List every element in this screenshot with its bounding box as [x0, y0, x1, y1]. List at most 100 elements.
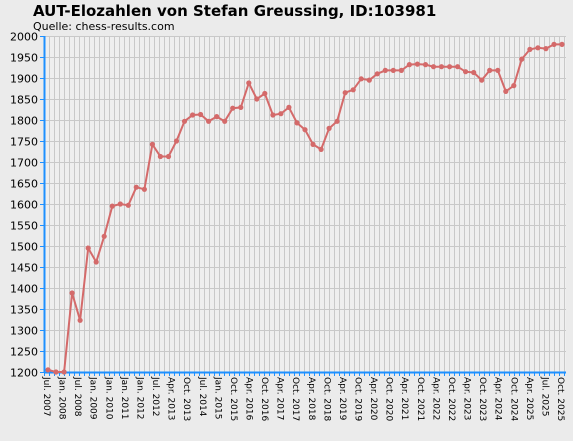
data-point [45, 367, 51, 373]
y-tick-label: 1500 [10, 241, 38, 254]
data-point [382, 67, 388, 73]
x-tick-label: Oct. 2017 [290, 377, 300, 421]
data-point [141, 186, 147, 192]
y-tick-label: 1200 [10, 367, 38, 380]
y-tick-label: 1600 [10, 199, 38, 212]
x-tick-label: Apr. 2018 [306, 377, 316, 421]
data-point [430, 64, 437, 70]
data-point [471, 69, 477, 76]
x-tick-label: Oct. 2021 [415, 377, 425, 421]
data-point [390, 67, 396, 73]
y-tick-label: 1400 [10, 283, 38, 296]
y-tick-label: 1900 [10, 73, 38, 86]
y-tick-label: 1350 [10, 304, 38, 317]
data-point [222, 118, 228, 124]
x-tick-label: Oct. 2024 [508, 377, 518, 421]
x-tick-label: Jul. 2008 [72, 376, 82, 417]
data-point [125, 202, 131, 208]
x-tick-label: Jul. 2007 [41, 376, 51, 417]
data-point [157, 153, 163, 160]
data-point [61, 369, 67, 375]
x-tick-label: Oct. 2013 [181, 377, 191, 421]
data-point [551, 41, 557, 48]
series-elo [45, 41, 565, 375]
data-point [181, 118, 188, 124]
chart-subtitle: Quelle: chess-results.com [33, 20, 175, 33]
x-tick-label: Apr. 2023 [462, 377, 472, 420]
x-tick-label: Oct. 2019 [353, 377, 363, 421]
data-point [543, 46, 549, 52]
x-tick-label: Jan. 2012 [134, 376, 144, 420]
data-point [294, 120, 300, 126]
data-point [326, 125, 332, 131]
data-point [85, 245, 91, 251]
data-point [53, 369, 59, 375]
y-tick-label: 1450 [10, 262, 38, 275]
y-tick-label: 1250 [10, 346, 38, 359]
data-point [398, 67, 404, 73]
x-tick-label: Oct. 2023 [477, 377, 487, 421]
data-point [406, 62, 412, 68]
data-point [262, 90, 268, 97]
data-point [109, 203, 115, 209]
data-point [455, 64, 461, 70]
data-point [519, 56, 525, 62]
y-tick-label: 1650 [10, 178, 38, 191]
data-point [342, 90, 348, 96]
x-tick-label: Jan. 2009 [88, 376, 98, 420]
data-point [93, 259, 99, 265]
x-tick-label: Jul. 2012 [150, 376, 160, 417]
data-point [503, 88, 509, 94]
data-point [270, 112, 276, 118]
data-point [246, 80, 252, 86]
x-axis-ticks: Jul. 2007 Jan. 2008 Jul. 2008 Jan. 2009 Jan.… [41, 372, 565, 421]
x-tick-label: Oct. 2015 [228, 377, 238, 421]
data-point [487, 67, 493, 73]
x-tick-label: Apr. 2024 [493, 377, 503, 421]
data-point [511, 83, 517, 89]
data-point [559, 41, 565, 48]
x-tick-label: Apr. 2021 [399, 377, 409, 420]
y-tick-label: 1700 [10, 157, 38, 170]
x-tick-label: Jan. 2010 [103, 376, 113, 420]
data-point [302, 127, 308, 133]
x-tick-label: Apr. 2022 [430, 377, 440, 420]
x-tick-label: Oct. 2020 [384, 377, 394, 421]
x-tick-label: Jan. 2008 [57, 376, 67, 420]
x-tick-label: Oct. 2022 [446, 377, 456, 421]
data-point [133, 184, 139, 190]
x-tick-label: Apr. 2025 [524, 377, 534, 420]
data-point [117, 201, 123, 207]
x-tick-label: Jul. 2025 [539, 376, 549, 417]
data-point [286, 104, 292, 110]
x-tick-label: Jan. 2015 [212, 376, 222, 420]
data-point [318, 146, 324, 152]
data-point [190, 112, 196, 118]
data-point [238, 104, 244, 110]
x-tick-label: Oct. 2025 [555, 377, 565, 421]
x-tick-label: Apr. 2016 [243, 377, 253, 421]
y-tick-label: 1750 [10, 136, 38, 149]
y-tick-label: 1300 [10, 325, 38, 338]
data-point [198, 111, 204, 118]
x-tick-label: Oct. 2018 [321, 377, 331, 421]
y-tick-label: 1950 [10, 52, 38, 65]
y-axis-ticks: 1200 1250 1300 1350 1400 1450 1500 1550 1600 1650… [10, 31, 44, 380]
data-point [310, 141, 316, 147]
data-point [479, 77, 485, 83]
data-point [422, 62, 429, 68]
data-point [101, 233, 107, 239]
x-tick-label: Apr. 2017 [275, 377, 285, 420]
x-tick-label: Oct. 2016 [259, 377, 269, 421]
x-tick-label: Jan. 2011 [119, 376, 129, 420]
x-tick-label: Apr. 2013 [166, 377, 176, 420]
y-tick-label: 1850 [10, 94, 38, 107]
data-point [366, 77, 372, 83]
data-point [278, 111, 284, 117]
data-point [173, 138, 180, 144]
data-point [77, 317, 83, 323]
data-point [165, 153, 172, 160]
data-point [230, 105, 236, 111]
data-point [334, 118, 340, 124]
